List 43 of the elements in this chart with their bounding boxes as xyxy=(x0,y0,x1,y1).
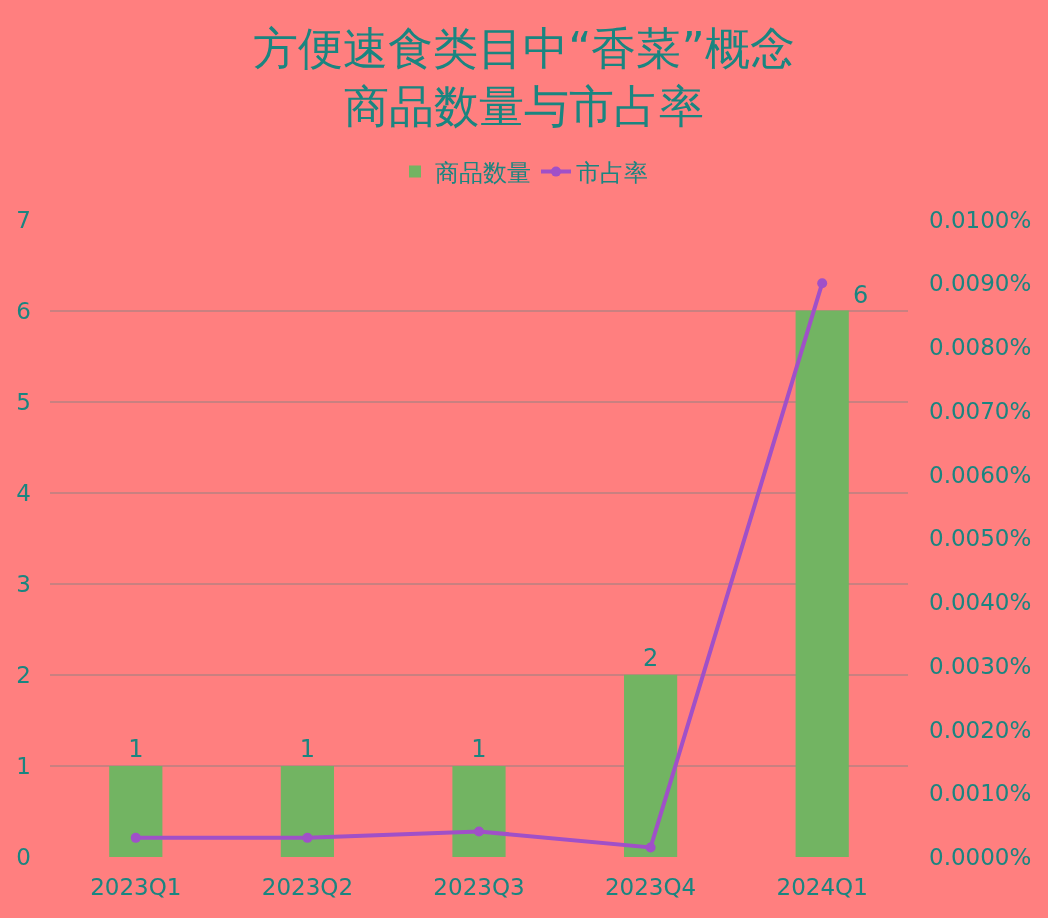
y2-tick-label: 0.0080% xyxy=(929,334,1032,361)
chart-subtitle: 商品数量与市占率 xyxy=(344,80,704,133)
y2-tick-label: 0.0010% xyxy=(929,780,1032,807)
x-tick-label: 2024Q1 xyxy=(776,874,868,900)
y-tick-label: 7 xyxy=(16,206,31,233)
y-tick-label: 0 xyxy=(16,844,31,871)
x-tick-label: 2023Q1 xyxy=(90,874,182,900)
y2-tick-label: 0.0000% xyxy=(929,844,1032,871)
chart-title: 方便速食类目中“香菜”概念 xyxy=(253,21,795,75)
x-tick-label: 2023Q3 xyxy=(433,874,525,900)
bar xyxy=(624,674,678,857)
y-tick-label: 4 xyxy=(16,479,31,506)
y2-tick-label: 0.0020% xyxy=(929,716,1032,743)
x-tick-label: 2023Q4 xyxy=(604,874,697,900)
y2-tick-label: 0.0060% xyxy=(929,461,1032,488)
y2-tick-label: 0.0030% xyxy=(929,652,1032,679)
bar xyxy=(452,765,506,857)
bar xyxy=(109,765,163,857)
point xyxy=(130,832,141,843)
y-tick-label: 1 xyxy=(16,752,31,779)
y-tick-label: 5 xyxy=(16,388,31,415)
legend-label: 商品数量 xyxy=(435,158,531,187)
y2-tick-label: 0.0090% xyxy=(929,270,1032,297)
data-label: 1 xyxy=(299,734,316,763)
x-tick-label: 2023Q2 xyxy=(261,874,354,900)
y-tick-label: 6 xyxy=(16,297,31,324)
y-tick-label: 2 xyxy=(16,661,31,688)
point xyxy=(302,832,313,843)
bar xyxy=(795,310,849,857)
y2-tick-label: 0.0070% xyxy=(929,397,1032,424)
data-label: 2 xyxy=(642,643,659,672)
point xyxy=(474,826,484,837)
legend-label: 市占率 xyxy=(576,158,648,187)
y-tick-label: 3 xyxy=(16,570,31,597)
bar xyxy=(280,765,334,857)
point xyxy=(645,842,656,853)
data-label: 1 xyxy=(128,734,144,763)
point xyxy=(817,278,828,289)
y2-tick-label: 0.0100% xyxy=(929,206,1032,233)
data-label: 1 xyxy=(471,734,487,763)
data-label: 6 xyxy=(853,281,869,309)
y2-tick-label: 0.0050% xyxy=(929,525,1032,552)
y2-tick-label: 0.0040% xyxy=(929,589,1032,616)
